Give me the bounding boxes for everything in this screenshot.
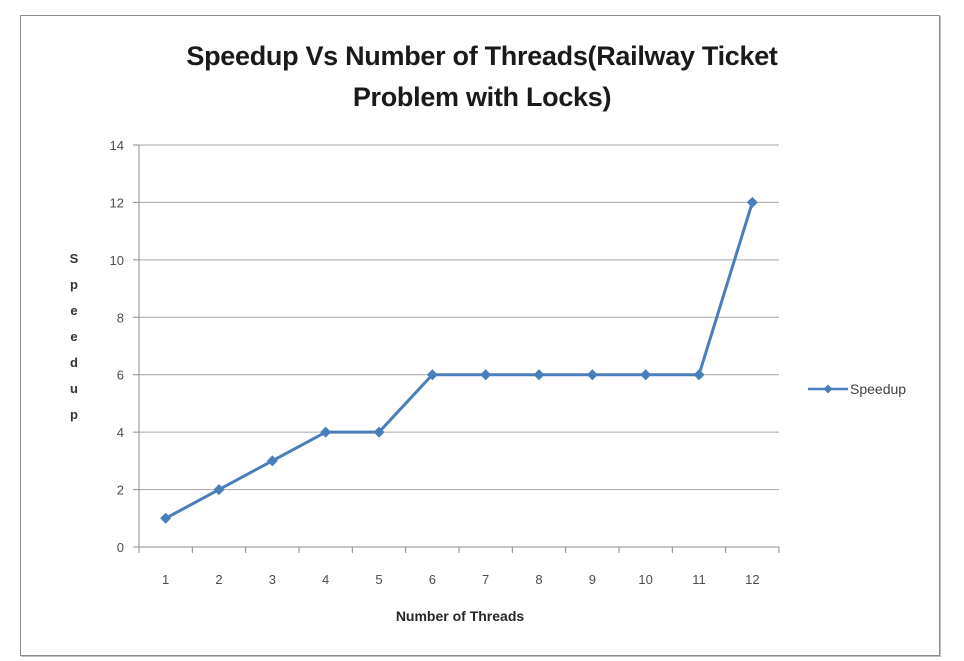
x-tick-label: 2 [215, 572, 222, 587]
chart-frame [20, 15, 940, 656]
y-tick-label: 0 [117, 540, 124, 555]
y-tick-label: 10 [110, 253, 124, 268]
y-axis-label-letter: e [70, 329, 78, 344]
x-tick-label: 7 [482, 572, 489, 587]
series-line-speedup [164, 201, 754, 520]
data-point-diamond-icon [373, 426, 385, 438]
y-tick-label: 12 [110, 195, 124, 210]
chart-title-line-1: Speedup Vs Number of Threads(Railway Tic… [186, 41, 778, 71]
chart-title-line-2: Problem with Locks) [352, 82, 612, 112]
y-axis-label-letter: d [70, 355, 78, 370]
data-point-diamond-icon [160, 512, 172, 524]
data-point-diamond-icon [586, 369, 598, 381]
y-tick-label: 4 [117, 425, 124, 440]
x-tick-label: 11 [692, 572, 706, 587]
x-tick-label: 5 [375, 572, 382, 587]
y-axis-label-letter: u [70, 381, 78, 396]
y-axis-label-letter: p [70, 407, 78, 422]
y-axis-label-letter: S [69, 251, 79, 266]
legend-series-marker-icon [808, 384, 848, 394]
y-axis-label-letter: p [70, 277, 78, 292]
x-axis-label: Number of Threads [395, 608, 525, 624]
x-tick-label: 6 [429, 572, 436, 587]
y-tick-label: 8 [117, 310, 124, 325]
legend-entry-speedup: Speedup [850, 381, 907, 397]
data-point-diamond-icon [266, 455, 278, 467]
data-point-diamond-icon [213, 484, 225, 496]
y-tick-label: 14 [110, 138, 124, 153]
x-tick-label: 10 [638, 572, 652, 587]
y-tick-label: 2 [117, 483, 124, 498]
data-point-diamond-icon [693, 369, 705, 381]
data-point-diamond-icon [426, 369, 438, 381]
x-tick-label: 4 [322, 572, 329, 587]
x-tick-label: 9 [589, 572, 596, 587]
data-point-diamond-icon [533, 369, 545, 381]
data-point-diamond-icon [480, 369, 492, 381]
x-tick-label: 3 [269, 572, 276, 587]
y-axis-label-letter: e [70, 303, 78, 318]
data-point-diamond-icon [640, 369, 652, 381]
x-tick-label: 12 [745, 572, 759, 587]
chart-title: Speedup Vs Number of Threads(Railway Tic… [0, 36, 964, 118]
data-point-diamond-icon [320, 426, 332, 438]
legend: Speedup [808, 379, 906, 399]
y-tick-label: 6 [117, 368, 124, 383]
x-tick-label: 1 [162, 572, 169, 587]
data-point-diamond-icon [746, 196, 758, 208]
x-tick-label: 8 [535, 572, 542, 587]
